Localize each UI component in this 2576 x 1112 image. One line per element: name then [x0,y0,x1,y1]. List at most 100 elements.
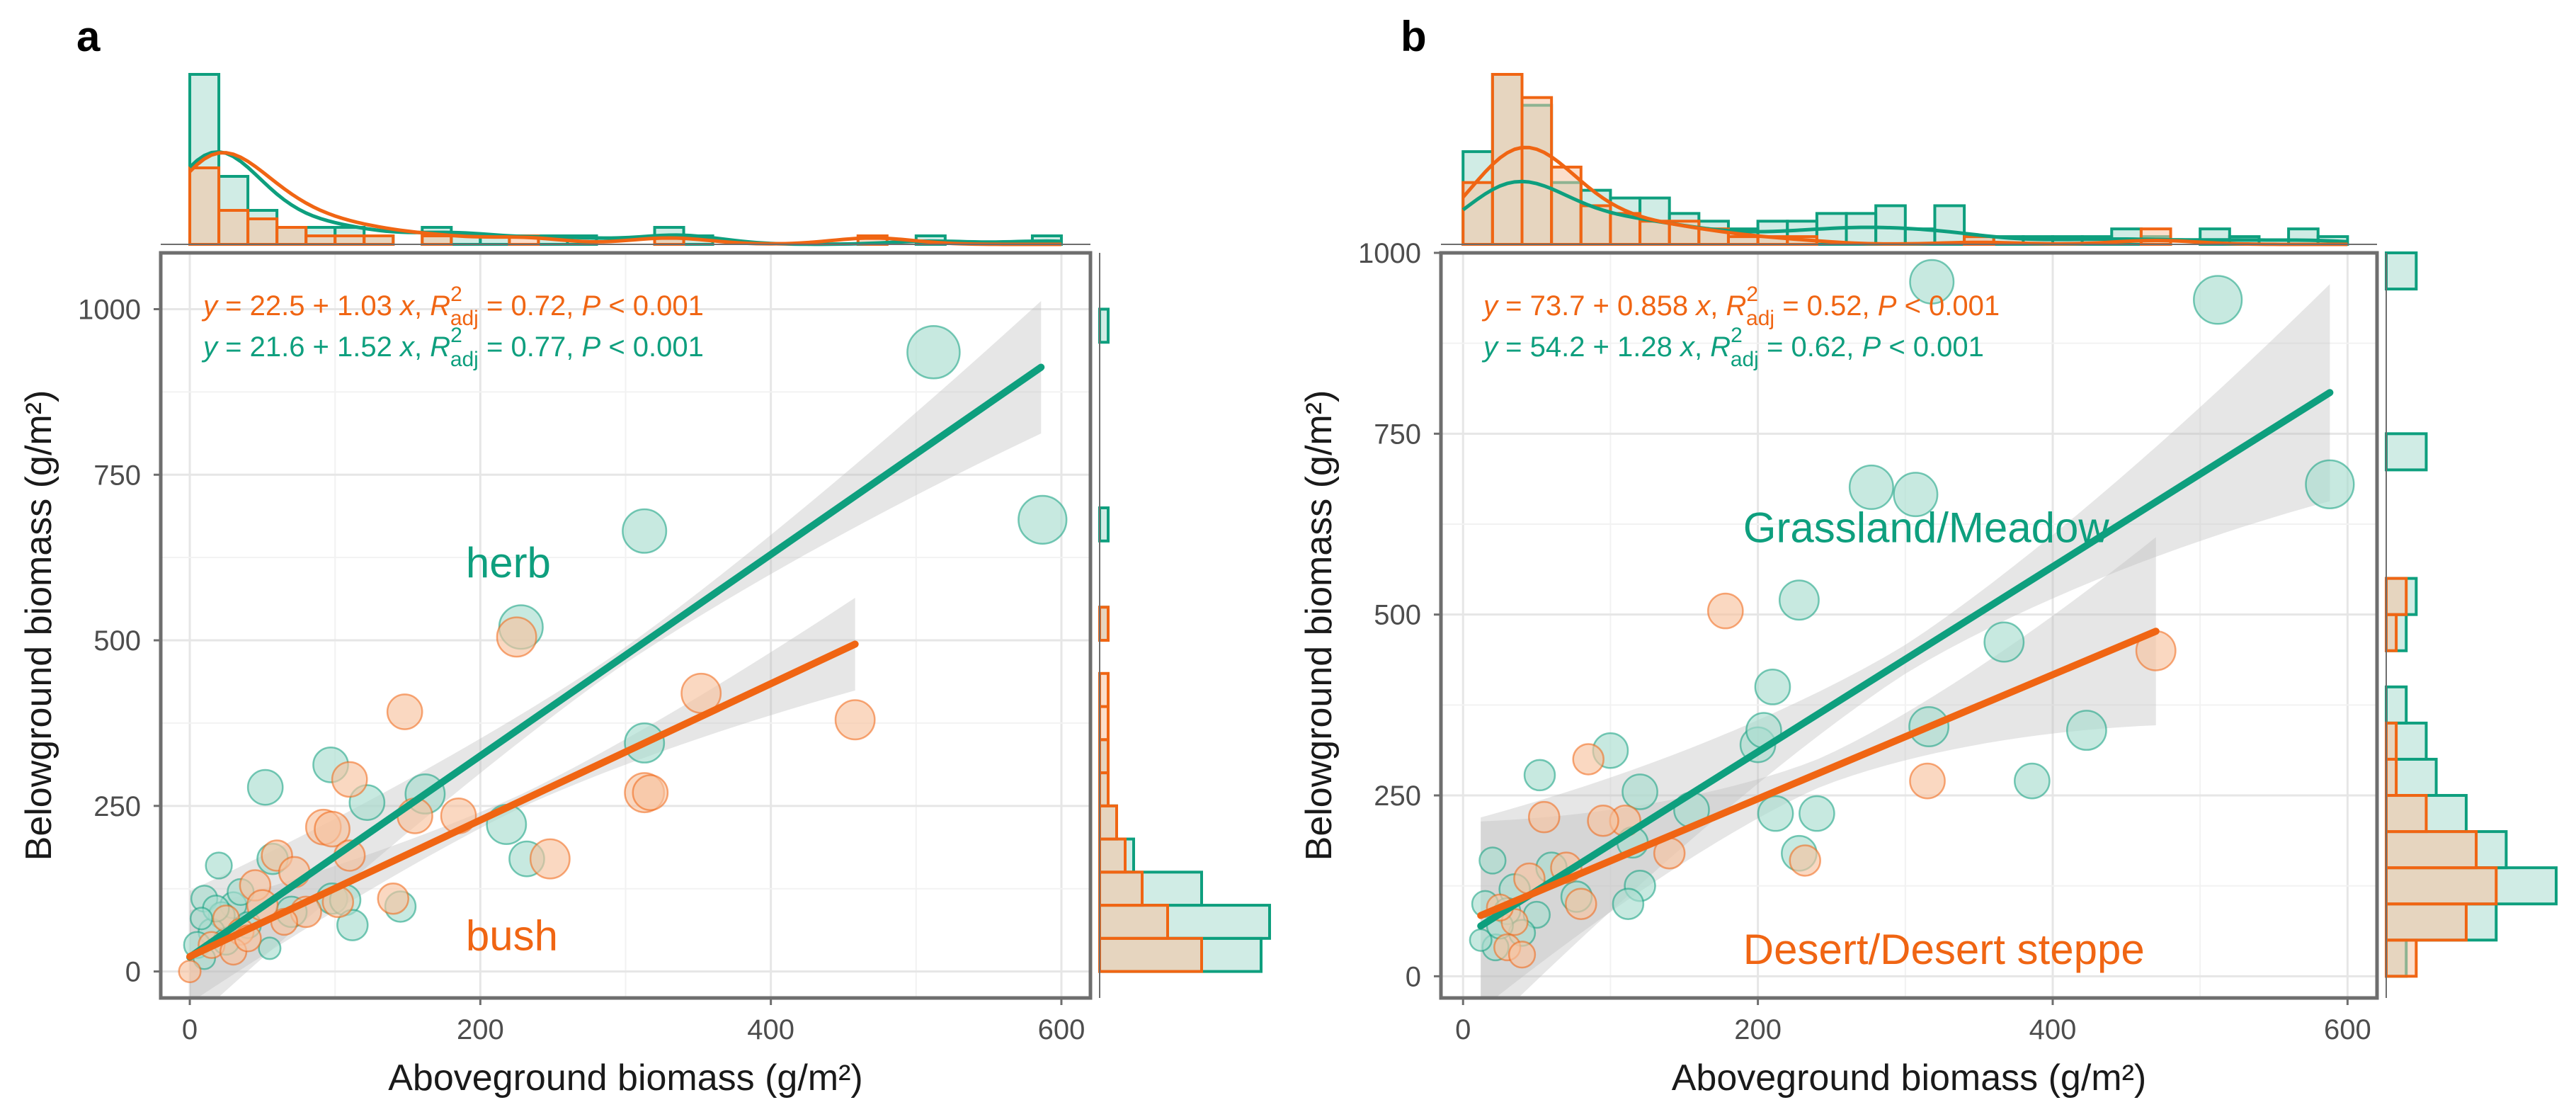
data-point-herb [1983,621,2025,663]
top-hist-bar-bush [363,234,395,246]
data-point-bush [1789,844,1821,877]
eq-p-value: < 0.001 [1881,331,1984,363]
eq-r-sup: 2 [1746,283,1758,306]
plot-frame [1439,251,2379,1000]
eq-r-sub: adj [450,307,479,330]
eq-coef: = 73.7 + 0.858 [1498,290,1696,322]
x-tick-label: 0 [1455,1014,1471,1045]
right-hist-bar-herb [2385,251,2418,291]
top-histogram [161,73,1090,246]
top-hist-bar-bush [217,209,250,246]
eq-x: x [399,290,416,322]
eq-x: x [1679,331,1696,363]
right-hist-bar-bush [2385,613,2398,652]
right-hist-bar-herb [1098,307,1110,344]
y-tick-label: 500 [1374,600,1421,631]
eq-coef: = 21.6 + 1.52 [217,331,400,363]
eq-coef: = 54.2 + 1.28 [1498,331,1680,363]
x-tick-label: 400 [2029,1014,2077,1045]
data-point-herb [189,907,213,931]
eq-r: R [1726,290,1746,322]
eq-r: R [430,290,450,322]
right-hist-bar-herb [2385,685,2408,725]
top-hist-bar-bush [1639,220,1671,246]
right-hist-bar-bush [1098,870,1144,907]
eq-p: P [582,290,601,322]
right-hist-bar-bush [1098,904,1169,940]
equation-bush: y = 73.7 + 0.858 x, R2 adj = 0.52, P < 0.… [1481,283,2000,330]
grid [161,253,1090,998]
eq-x: x [1694,290,1711,322]
data-point-bush [1565,887,1597,920]
right-hist-bar-bush [1098,771,1110,807]
data-point-bush [1508,941,1537,969]
top-histogram [1441,73,2377,246]
y-tick-label: 1000 [1358,238,1421,269]
data-point-herb [246,768,284,806]
category-label-bush: Desert/Desert steppe [1743,926,2145,973]
data-point-herb [1478,846,1507,875]
data-point-herb [1754,668,1791,705]
top-hist-bar-bush [1520,96,1554,246]
data-point-herb [205,851,233,880]
eq-stat: = 0.77, [479,331,582,363]
data-point-bush [386,693,423,730]
top-hist-bar-bush [1726,235,1760,246]
data-point-herb [1848,464,1894,510]
y-tick-label: 1000 [78,294,141,325]
x-tick-label: 400 [747,1014,794,1045]
top-hist-bar-herb [1874,204,1907,246]
top-density-bush [188,151,1061,246]
right-hist-bar-bush [1098,606,1110,642]
data-point-bush [1909,762,1946,800]
right-hist-bar-bush [2385,794,2428,834]
eq-p-value: < 0.001 [600,290,704,322]
panel-a: a 0 200 400 600 0 250 500 750 1000 Aboveground bio… [18,13,1271,1099]
data-point-herb [2193,275,2243,325]
data-point-herb [258,936,282,960]
x-tick-label: 600 [1038,1014,1085,1045]
right-hist-bar-bush [2385,938,2418,978]
data-point-herb [1523,759,1556,792]
eq-p: P [1878,290,1897,322]
data-point-bush [632,774,669,811]
eq-sep: , [414,290,430,322]
y-axis-title: Belowground biomass (g/m²) [1299,390,1340,861]
eq-p-value: < 0.001 [1896,290,2000,322]
eq-r-sub: adj [450,348,479,371]
eq-stat: = 0.52, [1774,290,1878,322]
data-point-herb [2013,762,2051,800]
data-point-bush [834,699,876,741]
data-point-herb [1778,579,1820,621]
equation-herb: y = 21.6 + 1.52 x, R2 adj = 0.77, P < 0.0… [201,324,704,371]
data-point-bush [496,616,537,658]
plot-frame [159,251,1093,1000]
right-hist-bar-herb [2385,432,2428,472]
right-hist-bar-bush [2385,757,2398,798]
data-point-bush [1527,800,1561,834]
eq-stat: = 0.72, [479,290,582,322]
x-axis-title: Aboveground biomass (g/m²) [388,1057,863,1099]
eq-y: y [1481,331,1500,363]
data-point-herb [1757,795,1794,832]
x-tick-label: 200 [1734,1014,1782,1045]
data-point-bush [1587,805,1619,837]
fit-line-bush [186,640,859,960]
data-point-herb [1799,795,1835,832]
eq-sep: , [1710,290,1726,322]
eq-x: x [399,331,416,363]
top-hist-bar-bush [334,234,366,246]
data-point-bush [529,838,571,880]
x-tick-label: 200 [457,1014,504,1045]
y-axis-title: Belowground biomass (g/m²) [18,390,59,861]
data-point-herb [2305,459,2355,509]
y-tick-label: 0 [125,957,141,988]
fit-line-herb [186,363,1045,961]
data-point-herb [2065,710,2107,751]
right-hist-bar-bush [2385,866,2498,906]
right-hist-bar-bush [1098,804,1118,841]
right-histogram [2385,251,2558,998]
eq-coef: = 22.5 + 1.03 [217,290,400,322]
top-hist-bar-bush [246,217,279,246]
panel-letter: b [1401,13,1427,60]
